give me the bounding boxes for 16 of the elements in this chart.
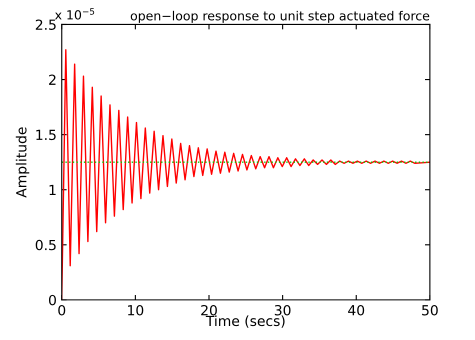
y-tick-label: 1.5 xyxy=(36,130,56,140)
x-axis-title: Time (secs) xyxy=(206,315,285,328)
text: x 10$^{−5}$ xyxy=(54,8,94,20)
y-tick-label: 0 xyxy=(48,294,56,306)
x-tick-label: 50 xyxy=(422,304,438,316)
x-tick-label: 20 xyxy=(201,304,217,316)
y-tick-label: 1 xyxy=(50,184,56,195)
x-tick-label: 40 xyxy=(348,304,364,316)
y-tick-label: 0.5 xyxy=(36,240,56,250)
x-tick-label: 10 xyxy=(128,304,144,316)
y-tick-label: 2 xyxy=(49,74,56,85)
y-tick-label: 2.5 xyxy=(36,19,56,30)
x-tick-label: 30 xyxy=(274,304,291,316)
chart-title: open−loop response to unit step actuated force xyxy=(130,10,430,23)
x-tick-label: 0 xyxy=(58,304,66,316)
y-axis-title: Amplitude xyxy=(16,127,30,198)
